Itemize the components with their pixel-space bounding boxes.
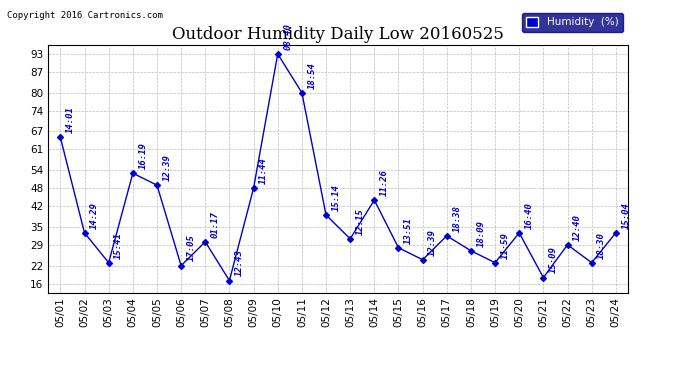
- Text: 11:26: 11:26: [380, 169, 389, 196]
- Text: 18:30: 18:30: [598, 232, 607, 258]
- Text: 14:01: 14:01: [66, 106, 75, 133]
- Text: 11:44: 11:44: [259, 157, 268, 184]
- Text: 15:04: 15:04: [622, 202, 631, 229]
- Text: 12:15: 12:15: [356, 208, 365, 235]
- Title: Outdoor Humidity Daily Low 20160525: Outdoor Humidity Daily Low 20160525: [172, 27, 504, 44]
- Text: 18:09: 18:09: [477, 220, 486, 247]
- Text: 16:40: 16:40: [525, 202, 534, 229]
- Text: 13:51: 13:51: [404, 217, 413, 244]
- Text: 14:29: 14:29: [90, 202, 99, 229]
- Legend: Humidity  (%): Humidity (%): [522, 13, 622, 32]
- Text: 12:40: 12:40: [573, 214, 582, 241]
- Text: 15:09: 15:09: [549, 246, 558, 273]
- Text: 17:05: 17:05: [187, 235, 196, 261]
- Text: Copyright 2016 Cartronics.com: Copyright 2016 Cartronics.com: [7, 11, 163, 20]
- Text: 18:54: 18:54: [308, 62, 317, 88]
- Text: 16:19: 16:19: [139, 142, 148, 169]
- Text: 15:14: 15:14: [332, 184, 341, 211]
- Text: 12:43: 12:43: [235, 249, 244, 276]
- Text: 01:17: 01:17: [211, 211, 220, 238]
- Text: 12:39: 12:39: [428, 229, 437, 255]
- Text: 11:59: 11:59: [501, 232, 510, 258]
- Text: 12:39: 12:39: [163, 154, 172, 181]
- Text: 18:38: 18:38: [453, 205, 462, 232]
- Text: 15:41: 15:41: [115, 232, 124, 258]
- Text: 08:40: 08:40: [284, 23, 293, 50]
